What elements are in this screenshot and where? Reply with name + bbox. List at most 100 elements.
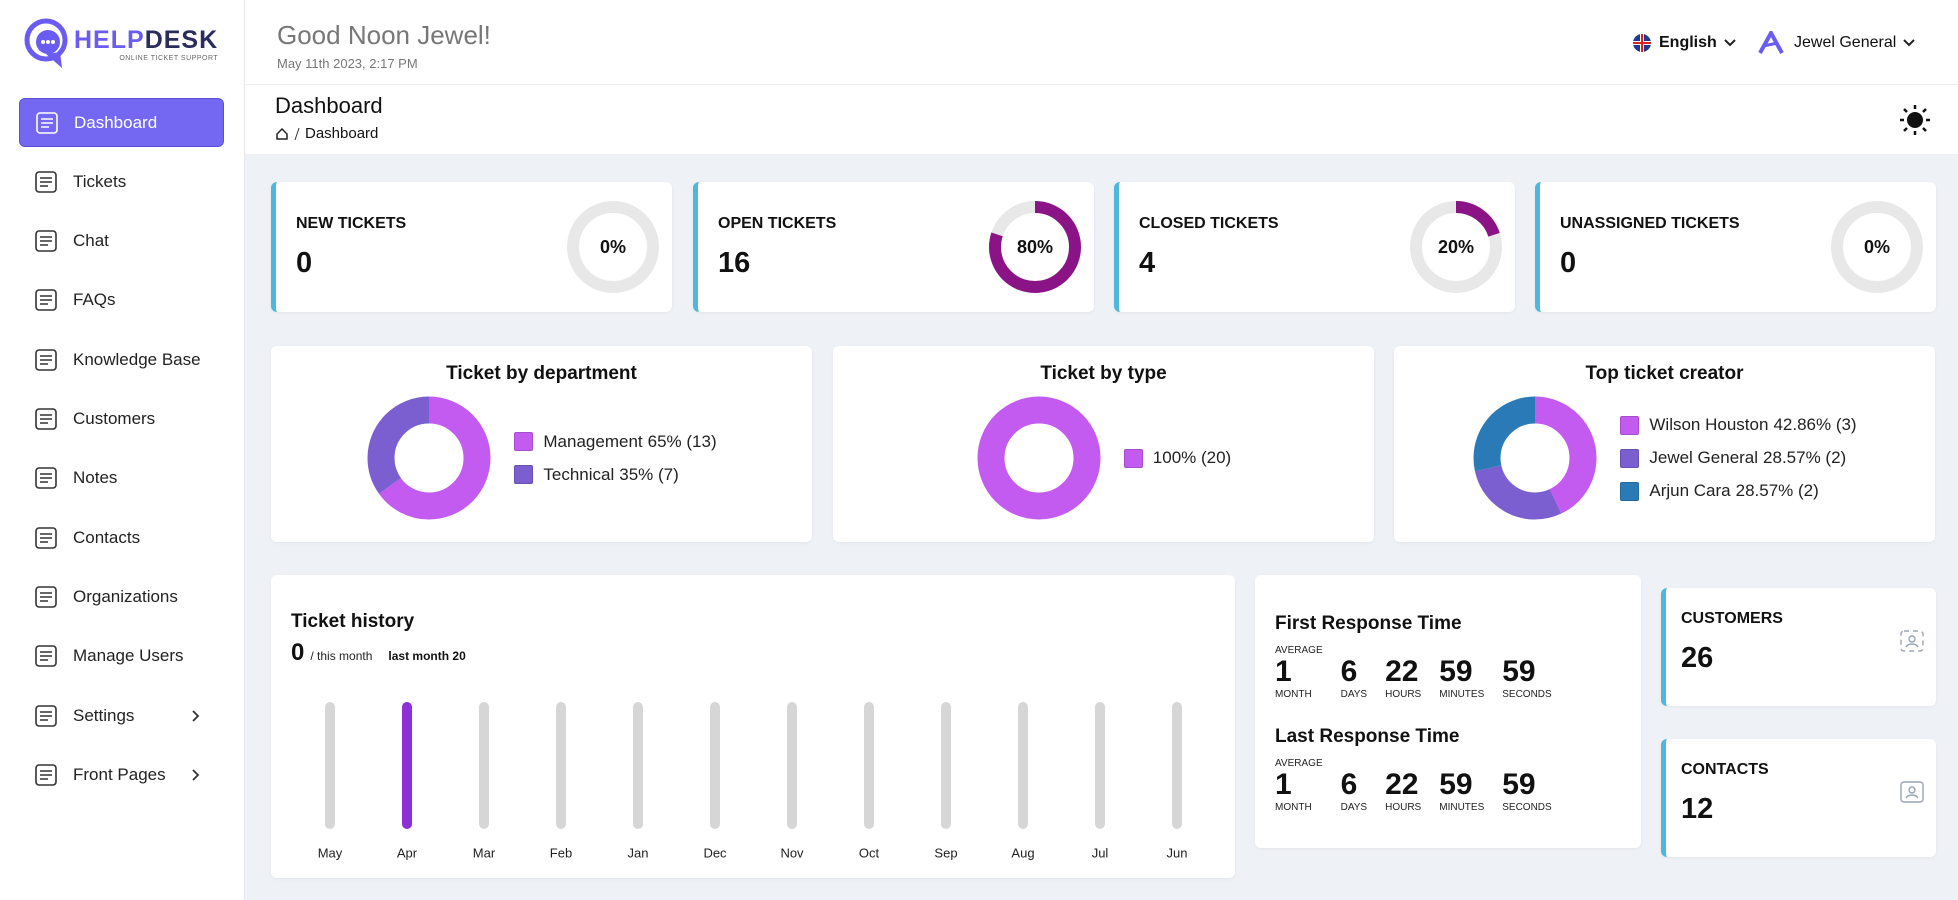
nav-item[interactable]: Chat (19, 217, 224, 266)
chart-body: Wilson Houston 42.86% (3) Jewel General 28.… (1394, 395, 1935, 521)
nav-label: Settings (73, 705, 135, 725)
nav-item[interactable]: FAQs (19, 276, 224, 325)
nav-icon-shape (40, 295, 52, 306)
stat-card: OPEN TICKETS 16 80% (693, 182, 1094, 312)
stat-label: OPEN TICKETS (718, 215, 837, 232)
home-icon[interactable] (275, 127, 289, 141)
language-select[interactable]: English (1632, 33, 1739, 53)
response-value: 22 (1385, 655, 1419, 688)
average-label: AVERAGE (1275, 645, 1323, 656)
progress-ring: 0% (1831, 201, 1923, 293)
chevron (1903, 39, 1915, 47)
nav-item[interactable]: Manage Users (19, 632, 224, 681)
response-value: 6 (1340, 768, 1358, 801)
donut-segment (367, 396, 491, 520)
nav-icon (35, 526, 57, 549)
nav-icon-shape (35, 645, 57, 667)
nav-icon (35, 467, 57, 490)
stat-count: 0 (1560, 247, 1577, 279)
legend-value: 100% (20) (1152, 448, 1232, 467)
x-tick-label: Mar (473, 845, 496, 860)
legend-swatch (1620, 481, 1640, 501)
response-values: AVERAGE 1 MONTH 6 DAYS 22 HOURS 59 MINUTES 59 SECO… (1275, 758, 1621, 813)
summary-icon (1900, 781, 1924, 803)
chevron-shape (192, 709, 200, 722)
response-part: 6 DAYS (1340, 768, 1368, 814)
bar-track (325, 702, 335, 829)
nav-item[interactable]: Customers (19, 395, 224, 444)
summary-label: CUSTOMERS (1681, 610, 1783, 627)
response-block: Last Response Time AVERAGE 1 MONTH 6 DAYS 22 HO… (1275, 726, 1621, 813)
user-menu[interactable]: Jewel General (1758, 31, 1918, 55)
x-tick-label: Feb (550, 845, 572, 860)
last-month-label: last month 20 (388, 649, 466, 663)
separator (294, 127, 300, 140)
page-title: Dashboard (275, 93, 383, 118)
bar-track (479, 702, 489, 829)
nav-icon-shape (40, 651, 52, 661)
flag-icon (1633, 34, 1651, 52)
nav-icon-shape (35, 289, 57, 312)
nav-label: Contacts (73, 527, 141, 547)
nav-item[interactable]: Tickets (19, 157, 224, 206)
language: English (1659, 34, 1717, 51)
ring-label: 20% (1438, 237, 1474, 257)
nav-label: Manage Users (73, 646, 184, 666)
legend-name: Wilson Houston (1649, 415, 1769, 434)
brand-tagline: ONLINE TICKET SUPPORT (119, 55, 219, 62)
bar (402, 702, 412, 829)
stat-label: UNASSIGNED TICKETS (1560, 215, 1740, 232)
chart-body: 100% (20) (833, 395, 1374, 521)
nav-label: Front Pages (73, 764, 166, 784)
nav-icon-shape (40, 177, 52, 187)
x-tick-label: Jan (628, 845, 649, 860)
chevron (192, 709, 200, 722)
ring-label: 80% (1017, 237, 1053, 257)
legend-name: Management (543, 431, 643, 451)
nav-icon-shape (40, 532, 52, 543)
ring-label: 0% (600, 237, 626, 257)
x-tick-label: May (318, 845, 343, 860)
nav-item[interactable]: Settings (19, 691, 224, 740)
legend-name: Technical (543, 464, 615, 484)
chart-title: Top ticket creator (1585, 363, 1744, 384)
user-name: Jewel General (1794, 34, 1897, 51)
donut-segment (1473, 396, 1597, 520)
nav-item[interactable]: Front Pages (19, 750, 224, 799)
response-part: AVERAGE 1 MONTH (1275, 645, 1323, 700)
legend-swatch (1123, 448, 1143, 468)
legend-name: Jewel General (1649, 448, 1759, 467)
nav-item[interactable]: Knowledge Base (19, 335, 224, 384)
nav-icon-shape (40, 354, 52, 365)
chart-card: Ticket by department Management 65% (13) Te… (271, 346, 812, 542)
greeting: Good Noon Jewel! (277, 20, 491, 50)
progress-ring: 0% (567, 201, 659, 293)
stat-count: 16 (718, 247, 751, 279)
nav-label: Chat (73, 231, 109, 251)
response-part: 59 MINUTES (1439, 770, 1484, 814)
nav-item[interactable]: Contacts (19, 513, 224, 562)
brand-name: HELP (74, 26, 145, 54)
chevron (192, 769, 200, 781)
bar-track (1172, 702, 1182, 829)
response-unit: SECONDS (1502, 689, 1552, 700)
x-tick-label: Dec (703, 845, 727, 860)
nav-label: Knowledge Base (73, 349, 201, 369)
theme-toggle[interactable] (1900, 105, 1930, 135)
stat-card: NEW TICKETS 0 0% (271, 182, 672, 312)
response-part: AVERAGE 1 MONTH (1275, 758, 1323, 813)
ring-arc (989, 201, 1081, 293)
nav-icon-shape (35, 170, 57, 193)
nav-item[interactable]: Organizations (19, 572, 224, 621)
legend-value: 35% (7) (619, 464, 679, 484)
legend-value: 28.57% (2) (1763, 448, 1847, 467)
nav-item[interactable]: Dashboard (19, 98, 224, 147)
icon-shape (1908, 786, 1916, 794)
chart-card: Top ticket creator Wilson Houston 42.86% (… (1394, 346, 1935, 542)
x-tick-label: Jun (1167, 845, 1188, 860)
x-tick-label: Aug (1011, 845, 1034, 860)
brand-logo (24, 18, 68, 68)
nav-item[interactable]: Notes (19, 454, 224, 503)
bar-track (556, 702, 566, 829)
